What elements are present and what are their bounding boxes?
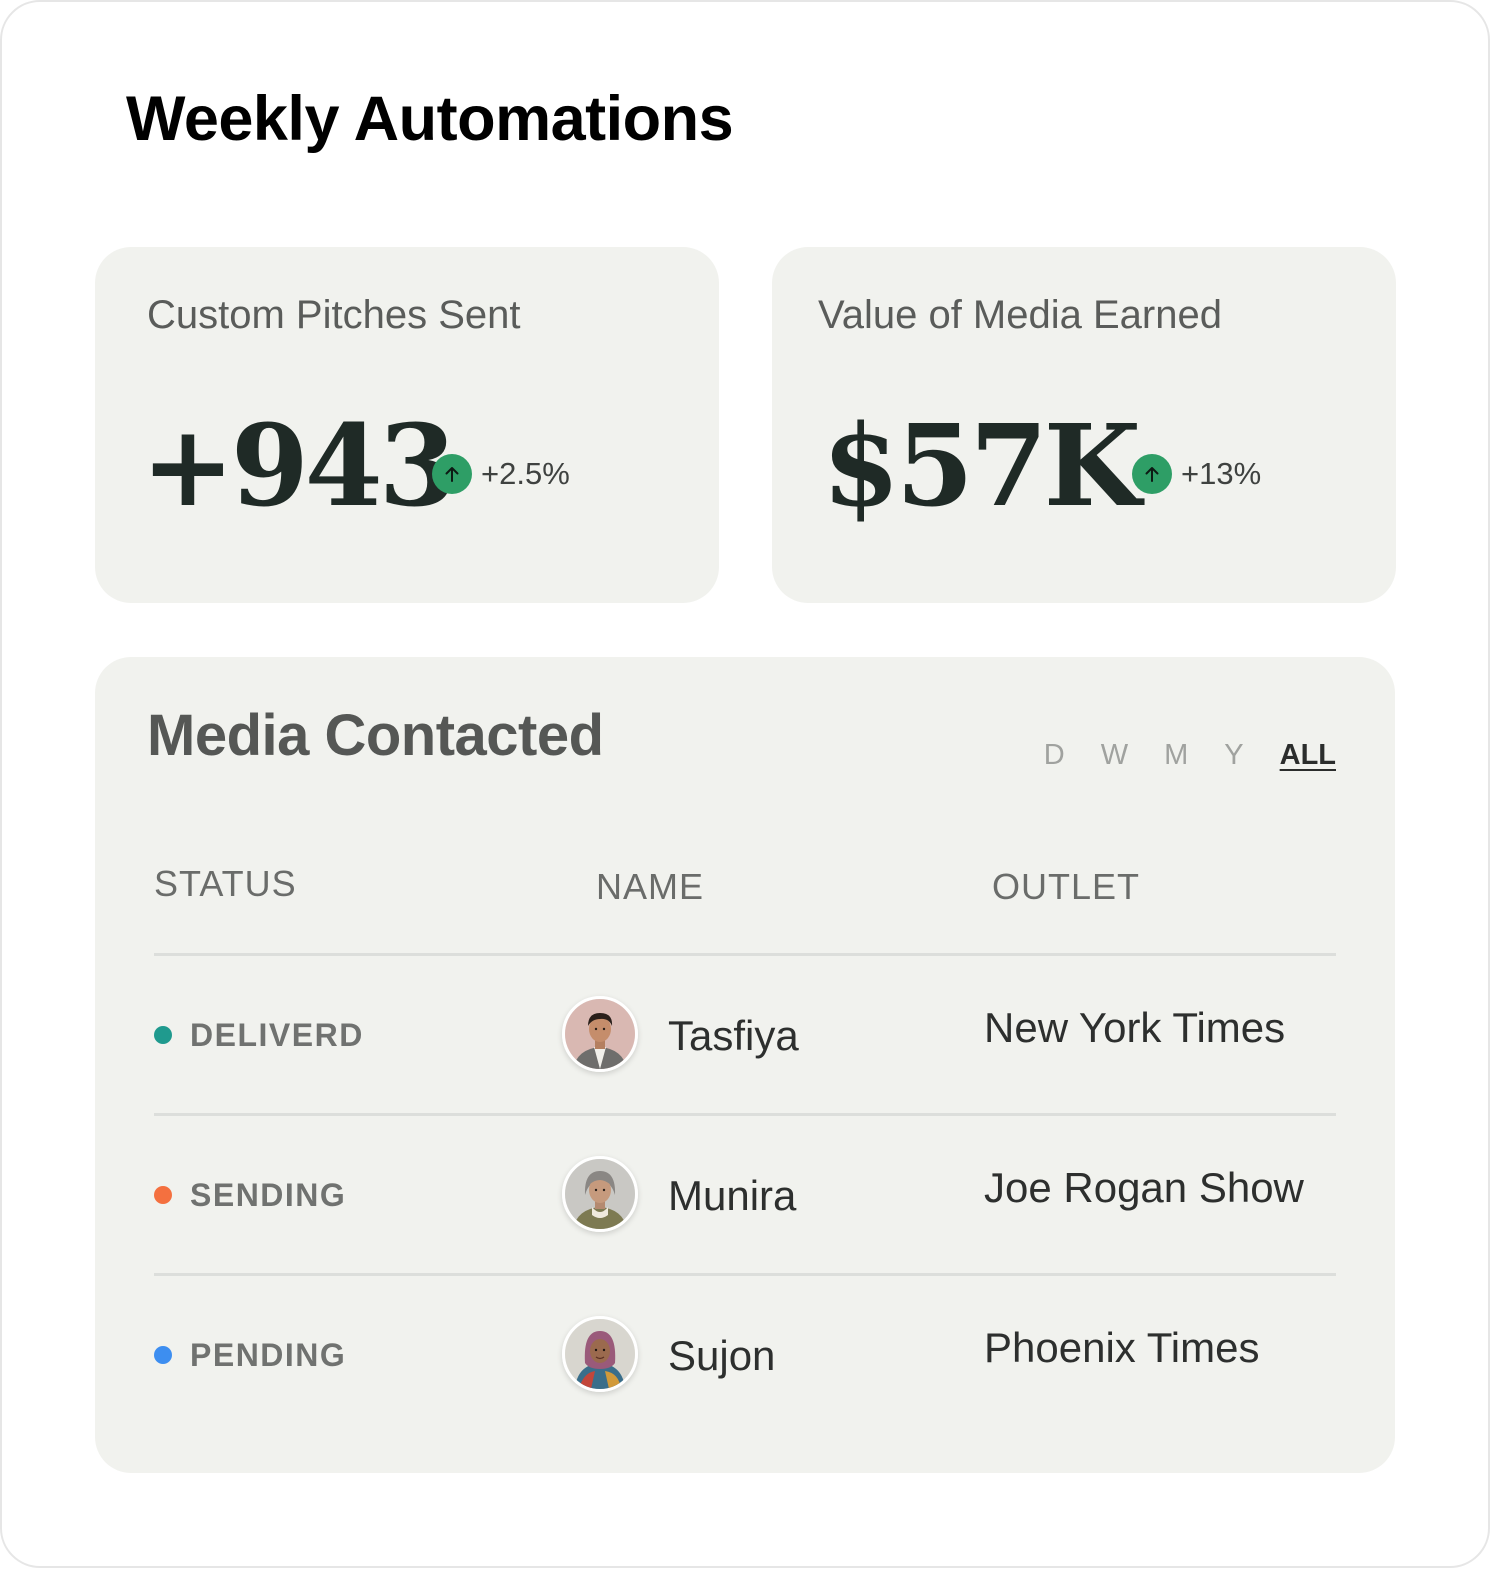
stat-value: +943 — [141, 401, 457, 532]
table-divider — [154, 1273, 1336, 1276]
status-label: PENDING — [190, 1337, 347, 1373]
contact-name: Munira — [668, 1172, 797, 1219]
contact-name: Tasfiya — [668, 1012, 799, 1059]
stat-change-text: +13% — [1181, 456, 1262, 491]
status-dot — [154, 1346, 172, 1364]
range-day-button[interactable]: D — [1043, 739, 1065, 771]
outlet-name: New York Times — [984, 1004, 1286, 1051]
range-week-button[interactable]: W — [1100, 739, 1129, 771]
status-dot — [154, 1186, 172, 1204]
range-year-button[interactable]: Y — [1224, 739, 1244, 771]
woman-portrait-icon — [562, 1156, 638, 1232]
contact-name: Sujon — [668, 1332, 776, 1379]
man-portrait-icon — [562, 996, 638, 1072]
status-label: SENDING — [190, 1177, 347, 1213]
stat-value: $57K — [822, 401, 1141, 532]
outlet-name: Joe Rogan Show — [984, 1164, 1304, 1211]
media-contacted-card: Media Contacted D W M Y ALL STATUS NAME … — [95, 657, 1395, 1473]
column-header-outlet: OUTLET — [992, 866, 1141, 907]
range-month-button[interactable]: M — [1164, 739, 1189, 771]
column-header-name: NAME — [596, 866, 705, 907]
status-label: DELIVERD — [190, 1017, 364, 1053]
table-row[interactable]: PENDING Sujon Phoenix Times — [95, 1276, 1395, 1436]
range-filter-group: D W M Y ALL — [1008, 737, 1336, 773]
outlet-name: Phoenix Times — [984, 1324, 1260, 1371]
table-row[interactable]: DELIVERD Tasfiya New York Times — [95, 956, 1395, 1116]
stat-card-media-value: Value of Media Earned $57K +13% — [772, 247, 1396, 603]
arrow-up-icon — [432, 454, 472, 494]
section-title: Media Contacted — [147, 703, 604, 768]
table-divider — [154, 1113, 1336, 1116]
stat-card-pitches: Custom Pitches Sent +943 +2.5% — [95, 247, 719, 603]
column-header-status: STATUS — [154, 863, 297, 904]
stat-label: Value of Media Earned — [818, 293, 1222, 337]
table-divider — [154, 953, 1336, 956]
stat-change: +2.5% — [432, 453, 570, 495]
arrow-up-icon — [1132, 454, 1172, 494]
stat-change: +13% — [1132, 453, 1261, 495]
page-title: Weekly Automations — [126, 84, 734, 154]
woman-hijab-portrait-icon — [562, 1316, 638, 1392]
stat-change-text: +2.5% — [481, 456, 570, 491]
range-all-button[interactable]: ALL — [1279, 739, 1336, 771]
table-row[interactable]: SENDING Munira Joe Rogan Show — [95, 1116, 1395, 1276]
status-dot — [154, 1026, 172, 1044]
stat-label: Custom Pitches Sent — [147, 293, 521, 337]
